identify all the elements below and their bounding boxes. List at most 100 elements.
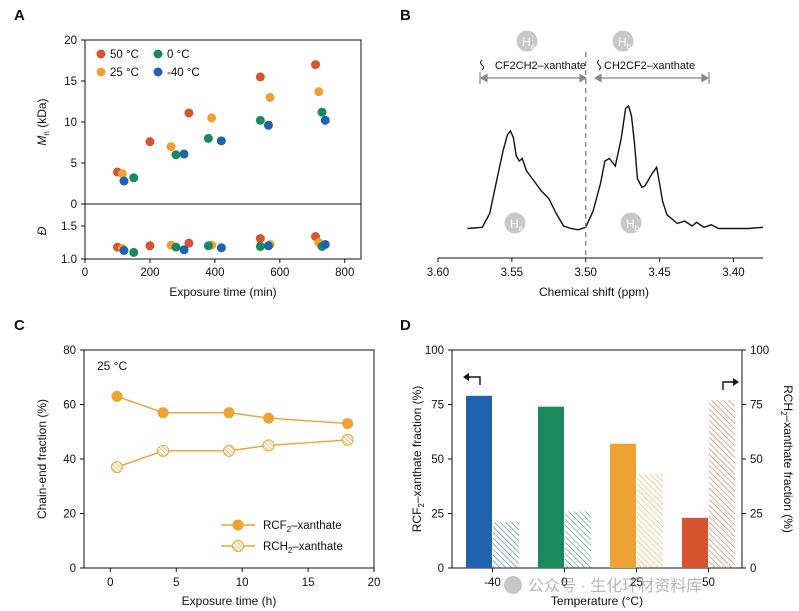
rcf2-bar xyxy=(610,443,636,568)
ha-range-arrow xyxy=(479,72,588,84)
panel-c-legend: RCF2–xanthate RCH2–xanthate xyxy=(221,519,343,555)
rcf2-point xyxy=(223,407,235,419)
rch2-point xyxy=(223,444,235,457)
dispersity-point xyxy=(255,234,265,244)
panel-d-ylabel-left: RCF2–xanthate fraction (%) xyxy=(410,386,426,533)
panel-c-xtick-label: 15 xyxy=(302,577,315,589)
panel-b-xtick-label: 3.60 xyxy=(427,267,449,279)
watermark: 公众号 · 生化环材资料库 xyxy=(504,576,702,595)
panel-a-ylabel-mn: Mn (kDa) xyxy=(35,98,51,145)
rcf2-point xyxy=(342,418,354,430)
mn-point xyxy=(265,92,275,102)
structure-left-text: CF2CH2–xanthate xyxy=(495,60,586,72)
panel-b-xlabel: Chemical shift (ppm) xyxy=(539,285,649,299)
panel-a-xtick-label: 200 xyxy=(140,267,159,279)
structure-right-text: CH2CF2–xanthate xyxy=(604,60,695,72)
mn-point xyxy=(166,142,176,152)
panel-c-ytick-label: 80 xyxy=(63,345,76,357)
mn-point xyxy=(255,115,265,125)
rcf2-bar xyxy=(466,395,492,568)
mn-point xyxy=(263,120,273,130)
rcf2-point xyxy=(111,390,123,402)
panel-a-xtick-label: 600 xyxy=(270,267,289,279)
mn-point xyxy=(129,173,139,183)
mn-point xyxy=(179,149,189,159)
hb-range-arrow xyxy=(593,72,710,84)
panel-c-xlabel: Exposure time (h) xyxy=(182,594,277,608)
panel-a-xlabel: Exposure time (min) xyxy=(169,285,276,299)
panel-a-bottom-frame xyxy=(84,203,362,260)
legend-label-50c: 50 °C xyxy=(110,49,139,61)
panel-a-ytick-top-label: 10 xyxy=(64,117,77,129)
dispersity-point xyxy=(263,241,273,251)
ha-top-label: Ha xyxy=(522,35,536,51)
panel-label-b: B xyxy=(400,7,411,24)
panel-d-xtick-label: 0 xyxy=(561,577,567,589)
mn-point xyxy=(207,113,217,123)
wavy-bond-left xyxy=(480,59,484,71)
legend-marker-rcf2 xyxy=(232,519,244,531)
panel-a-ytick-top-label: 0 xyxy=(71,199,77,211)
mn-point xyxy=(145,137,155,147)
panel-c-ytick-label: 40 xyxy=(63,454,76,466)
watermark-text: 公众号 · 生化环材资料库 xyxy=(528,577,702,595)
legend-label-0c: 0 °C xyxy=(167,49,190,61)
panel-label-d: D xyxy=(400,317,411,334)
rch2-bar xyxy=(565,511,591,568)
legend-label-rch2: RCH2–xanthate xyxy=(263,541,343,555)
dispersity-point xyxy=(145,241,155,251)
legend-marker-50c xyxy=(96,49,106,59)
dispersity-point xyxy=(255,241,265,251)
legend-marker-25c xyxy=(96,67,106,77)
panel-a-xtick-label: 400 xyxy=(205,267,224,279)
rcf2-point xyxy=(263,412,275,424)
legend-marker-m40c xyxy=(153,67,163,77)
left-axis-arrow xyxy=(466,376,481,385)
right-axis-arrowhead xyxy=(733,378,739,386)
panel-d-ytick-left-label: 100 xyxy=(425,345,444,357)
mn-point xyxy=(255,72,265,82)
dispersity-point xyxy=(184,238,194,248)
panel-a-ytick-top-label: 20 xyxy=(64,35,77,47)
panel-a-legend: 50 °C 25 °C 0 °C -40 °C xyxy=(96,49,200,79)
dispersity-point xyxy=(216,243,226,253)
rcf2-point xyxy=(157,407,169,419)
rch2-point xyxy=(157,444,170,457)
mn-point xyxy=(317,107,327,117)
panel-a-ylabel-dispersity: Đ xyxy=(35,226,49,235)
panel-d-ylabel-right: RCH2–xanthate fraction (%) xyxy=(779,385,795,533)
panel-d-ytick-right-label: 75 xyxy=(750,400,763,412)
panel-c-ylabel: Chain-end fraction (%) xyxy=(35,399,49,519)
hb-peak-label: Hb xyxy=(626,217,640,233)
panel-d-ytick-right-label: 25 xyxy=(750,509,763,521)
panel-label-c: C xyxy=(14,317,25,334)
legend-label-rcf2: RCF2–xanthate xyxy=(263,520,342,534)
wavy-bond-right xyxy=(597,59,601,71)
panel-d-ytick-left-label: 50 xyxy=(431,454,444,466)
panel-a-ytick-bottom-label: 1.5 xyxy=(61,221,77,233)
rch2-point xyxy=(262,439,275,452)
panel-c-ytick-label: 60 xyxy=(63,400,76,412)
panel-c-ytick-label: 20 xyxy=(63,509,76,521)
dispersity-point xyxy=(119,245,129,255)
legend-marker-rch2 xyxy=(232,540,244,552)
rch2-point xyxy=(341,433,354,446)
mn-point xyxy=(117,169,127,179)
panel-c-xtick-label: 20 xyxy=(368,577,381,589)
panel-b-chart: 3.60 3.55 3.50 3.45 3.40 Chemical shift (ppm… xyxy=(427,30,764,299)
panel-b-xtick-label: 3.50 xyxy=(575,267,597,279)
mn-point xyxy=(203,133,213,143)
rch2-bar xyxy=(637,474,663,568)
rcf2-bar xyxy=(538,406,564,568)
mn-point xyxy=(320,115,330,125)
panel-c-xtick-label: 5 xyxy=(173,577,179,589)
panel-a-ytick-top-label: 5 xyxy=(71,158,77,170)
panel-c-chart: 0 5 10 15 20 0 20 40 60 80 25 °C Exposure time (h… xyxy=(35,345,380,608)
legend-label-m40c: -40 °C xyxy=(167,67,200,79)
mn-point xyxy=(184,108,194,118)
mn-point xyxy=(216,136,226,146)
panel-a-ytick-top-label: 15 xyxy=(64,76,77,88)
mn-point xyxy=(314,87,324,97)
dispersity-point xyxy=(171,242,181,252)
